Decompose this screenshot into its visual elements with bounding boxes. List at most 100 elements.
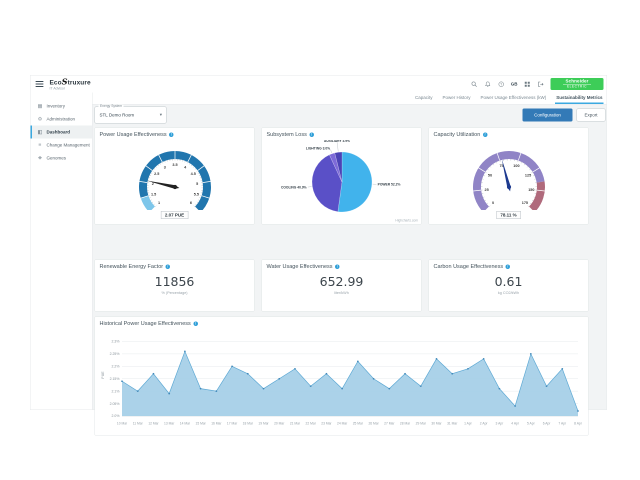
svg-text:2.5: 2.5: [154, 172, 159, 176]
svg-text:2: 2: [152, 182, 154, 186]
svg-text:2.3%: 2.3%: [112, 340, 120, 344]
svg-text:3.5: 3.5: [172, 163, 177, 167]
svg-text:5 Apr: 5 Apr: [527, 422, 536, 426]
svg-text:21 Mar: 21 Mar: [290, 422, 301, 426]
svg-text:4.5: 4.5: [191, 172, 196, 176]
svg-text:12 Mar: 12 Mar: [148, 422, 159, 426]
info-icon[interactable]: [193, 321, 198, 326]
pue-value-box: 2.07 PUE: [160, 211, 189, 219]
apps-grid-icon[interactable]: [524, 80, 532, 88]
info-icon[interactable]: [169, 132, 174, 137]
inventory-icon: ▦: [37, 103, 43, 109]
svg-text:COOLING 40.9%: COOLING 40.9%: [281, 185, 307, 189]
svg-text:1 Apr: 1 Apr: [464, 422, 473, 426]
svg-text:2.15%: 2.15%: [110, 377, 120, 381]
svg-text:2 Apr: 2 Apr: [480, 422, 489, 426]
tab-power-usage-effectiveness[interactable]: Power Usage Effectiveness (kW): [480, 95, 547, 100]
svg-text:2.05%: 2.05%: [110, 402, 120, 406]
svg-text:16 Mar: 16 Mar: [211, 422, 222, 426]
alerts-icon[interactable]: [484, 80, 492, 88]
svg-text:1.5: 1.5: [151, 192, 156, 196]
sidebar-item-genomes[interactable]: ❖ Genomes: [31, 152, 93, 165]
card-title: Subsystem Loss: [266, 131, 307, 138]
svg-text:0: 0: [492, 201, 494, 205]
svg-text:100: 100: [513, 164, 519, 168]
header-actions: ? GB Schneider ELECTRIC: [470, 78, 606, 90]
historical-pue-area-chart: 2.3% 2.25% 2.2% 2.15% 2.1% 2.05% 2.0% 10 Mar 11 …: [101, 340, 583, 426]
sidebar-item-dashboard[interactable]: ◧ Dashboard: [30, 125, 92, 139]
language-selector[interactable]: GB: [510, 81, 518, 87]
svg-text:11 Mar: 11 Mar: [133, 422, 144, 426]
card-subsystem-loss: Subsystem Loss POWER 52.2% COOLING 40.9% L…: [261, 127, 422, 225]
svg-text:PUE: PUE: [101, 371, 105, 379]
card-water-usage-effectiveness: Water Usage Effectiveness 652.99 liter/k…: [261, 259, 422, 312]
subsystem-loss-pie-chart: POWER 52.2% COOLING 40.9% LIGHTING 3.0% AUX…: [281, 140, 401, 213]
info-icon[interactable]: [309, 132, 314, 137]
card-carbon-usage-effectiveness: Carbon Usage Effectiveness 0.61 kg CO2/k…: [428, 259, 589, 312]
svg-text:14 Mar: 14 Mar: [180, 422, 191, 426]
administration-icon: ⚙: [37, 116, 43, 122]
svg-text:26 Mar: 26 Mar: [368, 422, 379, 426]
tab-power-history[interactable]: Power History: [442, 95, 471, 100]
export-button[interactable]: Export: [576, 108, 606, 122]
sidebar-item-label: Administration: [46, 116, 76, 122]
tab-sustainability-metrics[interactable]: Sustainability Metrics: [555, 93, 604, 104]
svg-text:25: 25: [485, 188, 489, 192]
configuration-button[interactable]: Configuration: [522, 108, 573, 122]
svg-text:AUXILIARY 3.9%: AUXILIARY 3.9%: [324, 140, 350, 143]
top-header: EcoStruxure IT Advisor ? GB Schneider: [30, 75, 607, 93]
info-icon[interactable]: [505, 264, 511, 269]
menu-icon[interactable]: [35, 81, 44, 87]
svg-text:5.5: 5.5: [194, 192, 199, 196]
schneider-electric-button[interactable]: Schneider ELECTRIC: [550, 78, 604, 90]
svg-text:LIGHTING 3.0%: LIGHTING 3.0%: [306, 146, 330, 150]
sidebar-item-inventory[interactable]: ▦ Inventory: [31, 100, 93, 113]
svg-text:17 Mar: 17 Mar: [227, 422, 238, 426]
info-icon[interactable]: [165, 264, 171, 269]
sidebar-item-label: Change Management: [46, 142, 90, 148]
info-icon[interactable]: [335, 264, 340, 269]
svg-text:24 Mar: 24 Mar: [337, 422, 348, 426]
svg-text:?: ?: [500, 82, 502, 86]
tab-capacity[interactable]: Capacity: [415, 95, 433, 100]
svg-text:29 Mar: 29 Mar: [416, 422, 427, 426]
info-icon[interactable]: [482, 132, 488, 137]
svg-text:22 Mar: 22 Mar: [306, 422, 317, 426]
svg-text:2.2%: 2.2%: [112, 365, 120, 369]
svg-text:4: 4: [184, 165, 187, 169]
sidebar-item-label: Genomes: [46, 155, 67, 161]
app-logo: EcoStruxure IT Advisor: [50, 78, 91, 91]
card-title: Capacity Utilization: [433, 131, 481, 138]
capacity-value-box: 78.11 %: [496, 211, 521, 219]
metric-value: 11856: [154, 274, 195, 290]
card-title: Renewable Energy Factor: [99, 263, 164, 270]
sidebar-item-label: Dashboard: [46, 129, 71, 135]
chart-credit: Highcharts.com: [395, 219, 418, 223]
capacity-gauge-chart: 0 25 50 75 100 125 150 175: [473, 151, 545, 210]
sidebar-item-change-management[interactable]: ≡ Change Management: [31, 139, 93, 152]
dashboard-icon: ◧: [37, 129, 43, 135]
change-management-icon: ≡: [38, 142, 42, 148]
energy-system-select[interactable]: Energy System STL Demo Room ▾: [94, 104, 167, 124]
logout-icon[interactable]: [537, 80, 545, 88]
genomes-icon: ❖: [37, 155, 43, 161]
metric-unit: kg CO2/kWh: [497, 290, 520, 296]
svg-text:19 Mar: 19 Mar: [258, 422, 269, 426]
sidebar-item-administration[interactable]: ⚙ Administration: [31, 113, 93, 126]
pue-gauge-chart: 1 1.5 2 2.5 3 3.5 4 4.5 5 5.5 6: [139, 151, 211, 210]
sidebar-item-label: Inventory: [46, 103, 66, 109]
svg-text:1: 1: [158, 201, 160, 205]
svg-text:6 Apr: 6 Apr: [543, 422, 552, 426]
svg-text:6: 6: [190, 201, 192, 205]
metric-unit: liter/kWh: [334, 290, 349, 296]
help-icon[interactable]: ?: [497, 80, 505, 88]
main-content: Energy System STL Demo Room ▾ Configurat…: [92, 104, 607, 436]
svg-text:5: 5: [196, 182, 198, 186]
svg-text:15 Mar: 15 Mar: [195, 422, 206, 426]
card-title: Water Usage Effectiveness: [266, 263, 333, 270]
vendor-divider: [563, 84, 591, 85]
energy-system-value: STL Demo Room: [99, 112, 135, 118]
svg-text:POWER 52.2%: POWER 52.2%: [378, 182, 401, 186]
search-icon[interactable]: [470, 80, 478, 88]
